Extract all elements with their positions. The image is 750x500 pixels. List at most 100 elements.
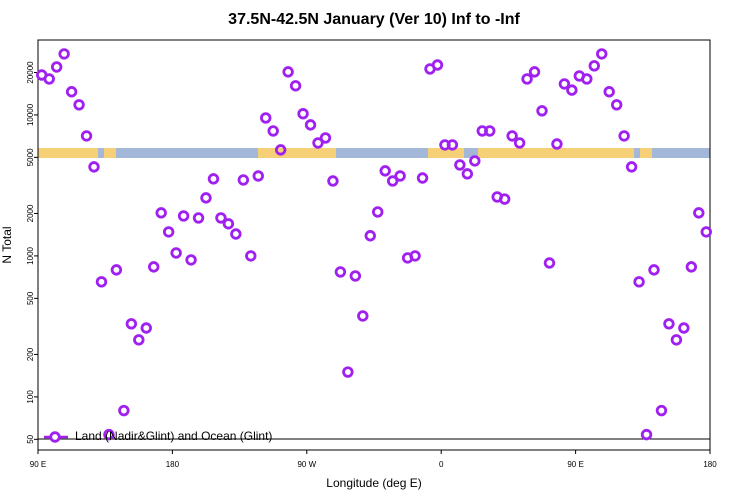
data-point [454, 159, 466, 171]
data-point [192, 212, 205, 224]
data-point [364, 230, 376, 242]
data-point [588, 60, 600, 72]
data-point [177, 210, 190, 222]
data-point [349, 270, 362, 282]
data-point [484, 125, 496, 137]
data-point [610, 99, 623, 111]
data-point [648, 264, 660, 276]
land-band [428, 148, 464, 158]
data-point [372, 206, 384, 218]
data-point [230, 228, 242, 240]
data-point [618, 130, 630, 142]
data-point [551, 138, 563, 150]
data-point [536, 105, 548, 117]
data-point [252, 170, 264, 182]
data-point [342, 366, 354, 378]
ocean-band [38, 148, 710, 158]
data-point [678, 322, 690, 334]
data-point [327, 175, 339, 187]
data-point [185, 254, 197, 266]
x-tick-label: 90 E [30, 460, 46, 469]
data-point [431, 59, 444, 71]
data-point [521, 73, 533, 85]
x-axis-label: Longitude (deg E) [326, 476, 421, 490]
y-tick-label: 100 [26, 390, 35, 404]
x-tick-label: 0 [439, 460, 444, 469]
y-tick-label: 10000 [26, 103, 35, 126]
data-point [655, 404, 668, 417]
data-point [581, 73, 593, 85]
data-point [663, 318, 675, 330]
data-point [95, 276, 108, 288]
data-point [222, 218, 235, 230]
data-point [416, 172, 429, 184]
y-tick-label: 5000 [26, 148, 35, 166]
y-axis-label: N Total [0, 226, 14, 263]
data-point [640, 428, 653, 441]
land-band [478, 148, 634, 158]
data-point [446, 139, 459, 151]
plot-frame [37, 39, 711, 451]
data-point [528, 66, 541, 78]
data-point [596, 48, 608, 60]
data-point [80, 130, 93, 142]
data-point [289, 80, 302, 92]
data-point [162, 226, 175, 238]
data-point [58, 48, 70, 60]
data-point [319, 132, 332, 144]
data-point [693, 207, 705, 219]
chart-title: 37.5N-42.5N January (Ver 10) Inf to -Inf [228, 11, 520, 28]
data-point [498, 193, 511, 205]
data-point [357, 310, 369, 322]
data-point [386, 175, 399, 187]
data-point [304, 119, 317, 131]
data-point [700, 226, 712, 238]
y-tick-label: 50 [26, 434, 35, 443]
data-point [394, 170, 406, 182]
data-point [543, 257, 556, 269]
data-point [558, 78, 571, 90]
data-point [73, 99, 85, 111]
land-band [38, 148, 98, 158]
data-point [670, 334, 683, 346]
data-point [267, 125, 279, 137]
data-point [409, 250, 421, 262]
data-point [297, 108, 309, 120]
data-point [148, 261, 160, 273]
data-point [461, 168, 474, 180]
data-point [260, 112, 272, 124]
land-band [104, 148, 116, 158]
data-point [155, 207, 167, 219]
data-point [170, 247, 182, 259]
data-point [207, 173, 220, 185]
data-point [379, 165, 391, 177]
data-point [685, 261, 698, 273]
data-point [282, 66, 294, 78]
data-point [334, 266, 347, 278]
data-point [88, 161, 100, 173]
data-point [469, 155, 481, 167]
data-point [506, 130, 518, 142]
data-point [633, 276, 645, 288]
data-point [140, 322, 152, 334]
data-point [133, 334, 145, 346]
legend-marker [49, 431, 61, 443]
data-point [625, 161, 638, 173]
data-point [603, 86, 615, 98]
legend-label: Land (Nadir&Glint) and Ocean (Glint) [75, 429, 272, 443]
y-tick-label: 2000 [26, 204, 35, 222]
data-point [118, 404, 130, 417]
data-point [200, 192, 212, 204]
data-point [566, 84, 578, 96]
land-mask-strip [38, 148, 710, 158]
x-tick-label: 180 [166, 460, 180, 469]
y-tick-label: 1000 [26, 246, 35, 264]
land-band [258, 148, 336, 158]
data-point [312, 137, 324, 149]
data-point [245, 250, 257, 262]
data-point [513, 137, 526, 149]
land-band [640, 148, 652, 158]
data-point [274, 144, 287, 156]
data-point [103, 428, 115, 441]
